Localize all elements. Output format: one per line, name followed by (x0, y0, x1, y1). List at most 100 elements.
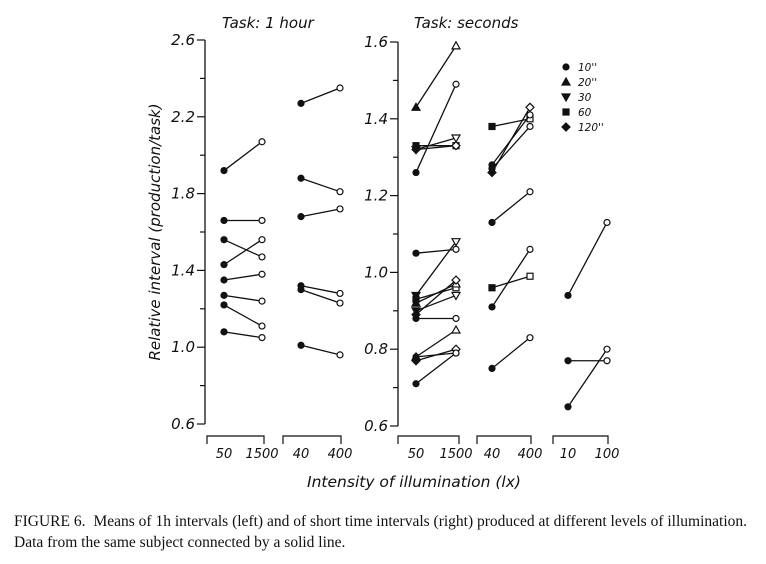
data-point (603, 345, 611, 353)
legend-marker (561, 122, 571, 132)
data-point (526, 272, 534, 280)
data-point (450, 238, 462, 247)
y-tick-label: 2.2 (171, 108, 195, 126)
legend-label: 30 (578, 92, 592, 104)
data-point (220, 261, 228, 269)
x-tick-label: 1500 (439, 447, 472, 462)
caption-label: FIGURE 6. (14, 513, 86, 530)
data-point (297, 213, 305, 221)
data-point (450, 291, 462, 301)
y-tick-label: 1.8 (171, 185, 195, 203)
data-point (564, 403, 572, 411)
legend-marker (560, 76, 572, 86)
x-group-bracket (397, 435, 460, 444)
data-point (452, 314, 460, 323)
y-tick-label: 1.6 (364, 33, 388, 51)
subject-line (415, 279, 457, 316)
subject-line (415, 283, 457, 304)
subject-line (491, 249, 531, 308)
y-tick-label: 2.6 (171, 31, 195, 49)
caption-text: Means of 1h intervals (left) and of shor… (14, 513, 748, 551)
data-point (336, 299, 344, 307)
subject-line (415, 137, 457, 151)
subject-line (223, 239, 263, 266)
data-point (452, 80, 460, 88)
legend-marker (562, 108, 570, 116)
data-point (452, 349, 460, 357)
data-point (488, 122, 496, 131)
legend-marker (560, 93, 572, 103)
legend-label: 60 (578, 107, 592, 119)
data-point (526, 188, 534, 196)
data-point (410, 102, 422, 111)
data-point (603, 218, 611, 227)
data-point (412, 168, 420, 177)
subject-line (415, 352, 457, 358)
data-point (220, 276, 228, 284)
data-point (526, 122, 534, 131)
y-axis-right-group: 0.6 0.8 1.0 1.2 1.4 1.6 (364, 33, 399, 435)
subject-line (223, 294, 263, 302)
data-point (412, 353, 420, 361)
x-group-bracket (552, 435, 609, 444)
subject-line (491, 191, 531, 223)
subject-line (223, 239, 263, 258)
data-point (450, 40, 462, 50)
x-tick-label: 400 (328, 447, 353, 462)
subject-line (415, 241, 457, 296)
y-axis-left-group: 0.6 1.0 1.4 1.8 2.2 2.6 (171, 31, 206, 433)
x-axis-label: Intensity of illumination (lx) (307, 473, 521, 491)
subject-line (300, 344, 341, 356)
subject-line (223, 304, 263, 327)
x-group-bracket (476, 435, 532, 444)
x-tick-label: 40 (484, 447, 501, 462)
y-axis-label: Relative interval (production/task) (146, 103, 164, 360)
data-point (336, 351, 344, 359)
data-point (451, 140, 461, 151)
subject-line (415, 83, 457, 173)
data-point (297, 341, 305, 349)
data-point (258, 216, 266, 225)
data-point (451, 275, 461, 285)
legend: 10'' 20'' 30 60 120'' (560, 62, 604, 134)
x-tick-label: 1500 (245, 447, 278, 462)
y-tick-label: 1.4 (364, 110, 388, 128)
data-point (258, 297, 266, 305)
x-tick-label: 400 (518, 447, 543, 462)
data-point (336, 289, 344, 298)
data-point (258, 236, 266, 244)
data-point (336, 188, 344, 196)
x-groups: 50 1500 40 400 50 1500 40 400 10 100 (206, 435, 619, 462)
subject-line (415, 145, 457, 151)
data-point (526, 334, 534, 342)
subject-line (491, 126, 531, 170)
x-tick-label: 50 (216, 447, 233, 462)
data-point (220, 236, 228, 244)
data-point (564, 357, 572, 365)
data-point (220, 216, 228, 225)
data-point (488, 218, 496, 227)
data-point (297, 286, 305, 294)
data-point (488, 284, 496, 292)
data-point (603, 357, 611, 365)
data-series (220, 40, 611, 411)
figure-6-chart: 0.6 1.0 1.4 1.8 2.2 2.6 0.6 0.8 1.0 1.2 1.4 1.6 50… (146, 14, 619, 491)
panel-title-left: Task: 1 hour (222, 14, 315, 32)
subject-line (300, 208, 341, 218)
data-point (220, 328, 228, 336)
x-tick-label: 40 (293, 447, 310, 462)
subject-line (415, 352, 457, 385)
data-point (258, 322, 266, 330)
data-point (336, 84, 344, 92)
data-point (411, 144, 421, 155)
data-point (297, 174, 305, 182)
data-point (564, 291, 572, 300)
data-point (488, 303, 496, 311)
data-point (452, 245, 460, 253)
data-point (525, 102, 535, 113)
data-point (412, 249, 420, 257)
legend-label: 120'' (578, 122, 604, 134)
data-point (258, 334, 266, 342)
subject-line (223, 141, 263, 172)
subject-line (567, 348, 608, 408)
